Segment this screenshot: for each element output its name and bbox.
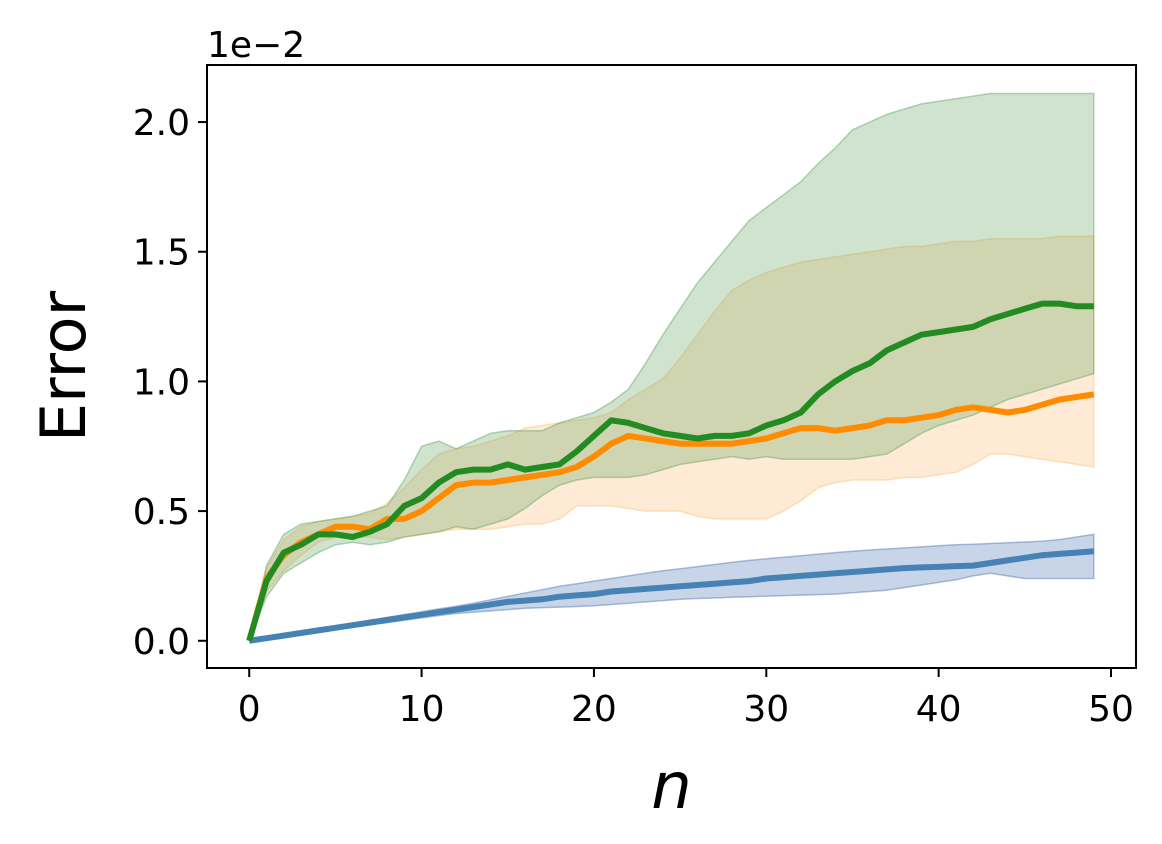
series-line-1 [248,548,1095,644]
y-scale-label: 1e−2 [207,25,305,66]
series-band-2 [248,235,1095,642]
x-tick-label: 50 [1088,689,1134,730]
y-tick-label: 0.0 [133,622,190,663]
x-tick-label: 40 [916,689,962,730]
series-lines [246,300,1095,644]
y-tick-label: 1.5 [133,233,190,274]
series-band-3 [248,92,1095,642]
x-tick-label: 0 [238,689,261,730]
x-tick-label: 30 [743,689,789,730]
x-axis: 0 10 20 30 40 50 [238,668,1134,730]
series-line-3 [246,300,1094,642]
x-axis-label: n [651,750,692,824]
y-tick-label: 2.0 [133,103,190,144]
confidence-bands [248,92,1095,642]
y-tick-label: 0.5 [133,492,190,533]
x-tick-label: 10 [399,689,445,730]
y-tick-label: 1.0 [133,362,190,403]
plot-frame [206,64,1137,669]
y-axis-label: Error [27,290,100,442]
y-axis: 0.0 0.5 1.0 1.5 2.0 [133,103,207,663]
x-tick-label: 20 [571,689,617,730]
